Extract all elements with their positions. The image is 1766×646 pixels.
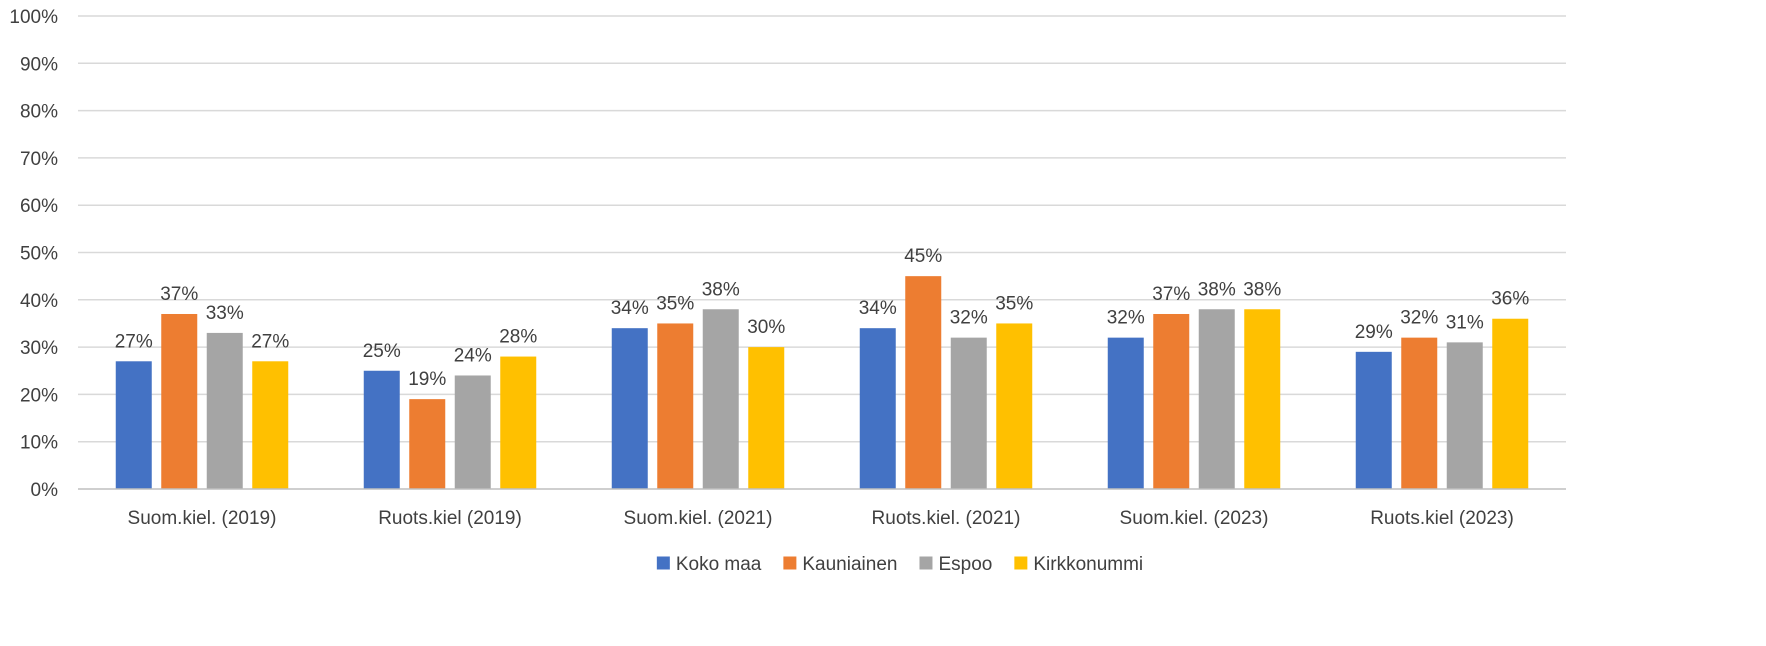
y-tick-label: 50%: [20, 244, 58, 265]
bar-espoo: [702, 309, 739, 489]
y-tick-label: 80%: [20, 102, 58, 123]
data-label: 36%: [1491, 289, 1529, 310]
legend-item: Espoo: [919, 554, 992, 575]
y-tick-label: 70%: [20, 149, 58, 170]
data-labels: 27% 37% 33% 27% 25% 19% 24% 28% 34% 35% 38% 30% 34% 4…: [115, 246, 1530, 390]
bar-kauniainen: [1401, 337, 1438, 489]
bar-espoo: [1198, 309, 1235, 489]
legend-swatch: [1014, 556, 1028, 570]
data-label: 37%: [1152, 284, 1190, 305]
legend-item: Kauniainen: [783, 554, 897, 575]
x-tick-label: Ruots.kiel (2019): [378, 508, 522, 529]
x-tick-label: Suom.kiel. (2023): [1120, 508, 1269, 529]
data-label: 34%: [859, 298, 897, 319]
data-label: 31%: [1446, 312, 1484, 333]
data-label: 30%: [747, 317, 785, 338]
bar-koko-maa: [115, 361, 152, 489]
bar-kirkkonummi: [1492, 318, 1529, 489]
legend-label: Kauniainen: [802, 554, 897, 575]
legend-item: Koko maa: [656, 554, 762, 575]
bar-kirkkonummi: [996, 323, 1033, 489]
bar-kauniainen: [657, 323, 694, 489]
data-label: 34%: [611, 298, 649, 319]
data-label: 35%: [995, 293, 1033, 314]
legend-swatch: [656, 556, 670, 570]
y-axis-ticks: 0% 10% 20% 30% 40% 50% 60% 70% 80% 90% 100%: [9, 7, 58, 501]
gridlines: [78, 15, 1566, 443]
x-tick-label: Ruots.kiel. (2021): [872, 508, 1021, 529]
data-label: 32%: [1107, 308, 1145, 329]
data-label: 19%: [408, 369, 446, 390]
y-tick-label: 100%: [9, 7, 58, 28]
bar-espoo: [454, 375, 491, 489]
y-tick-label: 90%: [20, 54, 58, 75]
x-tick-label: Suom.kiel. (2019): [128, 508, 277, 529]
legend-item: Kirkkonummi: [1014, 554, 1143, 575]
bar-kirkkonummi: [748, 347, 785, 489]
bars: [115, 276, 1529, 489]
bar-kauniainen: [1153, 313, 1190, 489]
bar-koko-maa: [363, 370, 400, 489]
bar-kauniainen: [161, 313, 198, 489]
bar-kauniainen: [409, 399, 446, 489]
data-label: 32%: [950, 308, 988, 329]
legend-label: Espoo: [938, 554, 992, 575]
y-tick-label: 20%: [20, 385, 58, 406]
x-axis-ticks: Suom.kiel. (2019) Ruots.kiel (2019) Suom.k…: [128, 508, 1514, 529]
bar-koko-maa: [611, 328, 648, 489]
bar-espoo: [1446, 342, 1483, 489]
legend-label: Kirkkonummi: [1033, 554, 1143, 575]
legend: Koko maa Kauniainen Espoo Kirkkonummi: [656, 554, 1143, 575]
bar-koko-maa: [859, 328, 896, 489]
bar-espoo: [206, 332, 243, 489]
data-label: 38%: [1243, 279, 1281, 300]
data-label: 38%: [702, 279, 740, 300]
y-tick-label: 10%: [20, 433, 58, 454]
y-tick-label: 60%: [20, 196, 58, 217]
data-label: 32%: [1400, 308, 1438, 329]
y-tick-label: 40%: [20, 291, 58, 312]
data-label: 33%: [206, 303, 244, 324]
y-tick-label: 0%: [31, 480, 59, 501]
data-label: 25%: [363, 341, 401, 362]
data-label: 37%: [160, 284, 198, 305]
data-label: 38%: [1198, 279, 1236, 300]
x-tick-label: Suom.kiel. (2021): [624, 508, 773, 529]
bar-kirkkonummi: [500, 356, 537, 489]
bar-koko-maa: [1355, 351, 1392, 489]
data-label: 27%: [115, 331, 153, 352]
bar-koko-maa: [1107, 337, 1144, 489]
data-label: 28%: [499, 327, 537, 348]
legend-swatch: [919, 556, 933, 570]
bar-kirkkonummi: [252, 361, 289, 489]
bar-kauniainen: [905, 276, 942, 489]
bar-espoo: [950, 337, 987, 489]
y-tick-label: 30%: [20, 338, 58, 359]
x-tick-label: Ruots.kiel (2023): [1370, 508, 1514, 529]
data-label: 24%: [454, 345, 492, 366]
legend-swatch: [783, 556, 797, 570]
data-label: 27%: [251, 331, 289, 352]
data-label: 35%: [656, 293, 694, 314]
data-label: 29%: [1355, 322, 1393, 343]
data-label: 45%: [904, 246, 942, 267]
bar-kirkkonummi: [1244, 309, 1281, 489]
legend-label: Koko maa: [676, 554, 762, 575]
